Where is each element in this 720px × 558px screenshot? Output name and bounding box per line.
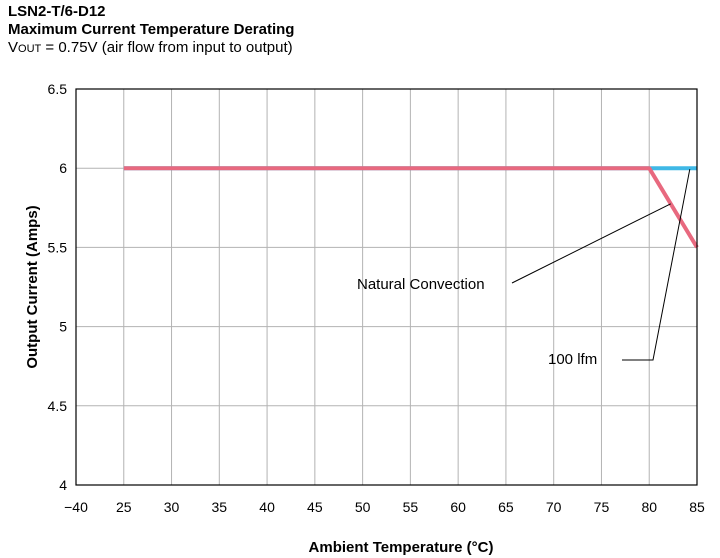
x-tick-label: 60 xyxy=(450,499,466,515)
x-tick-label: 80 xyxy=(641,499,657,515)
y-tick-label: 6 xyxy=(59,160,67,176)
x-tick-label: 40 xyxy=(259,499,275,515)
x-tick-label: 45 xyxy=(307,499,323,515)
x-tick-label: 35 xyxy=(212,499,228,515)
leader-natural-convection xyxy=(511,203,671,284)
x-tick-label: 25 xyxy=(116,499,132,515)
y-tick-label: 4 xyxy=(59,477,67,493)
annotation-natural-convection: Natural Convection xyxy=(357,276,485,293)
series-lines xyxy=(123,166,699,249)
x-tick-label: −40 xyxy=(64,499,88,515)
plot-frame xyxy=(75,88,698,486)
annotation-100-lfm: 100 lfm xyxy=(548,351,597,368)
chart-model: LSN2-T/6-D12 xyxy=(8,3,106,20)
y-tick-label: 5 xyxy=(59,319,67,335)
y-tick-label: 5.5 xyxy=(48,239,68,255)
x-tick-label: 70 xyxy=(546,499,562,515)
x-tick-label: 55 xyxy=(403,499,419,515)
y-ticks: 6.5 6 5.5 5 4.5 4 xyxy=(48,81,68,493)
chart-title: Maximum Current Temperature Derating xyxy=(8,21,295,38)
condition-v: V xyxy=(8,39,19,56)
condition-text: = 0.75V (air flow from input to output) xyxy=(41,39,293,56)
x-tick-label: 85 xyxy=(689,499,705,515)
condition-subscript: OUT xyxy=(18,43,42,55)
y-axis-label: Output Current (Amps) xyxy=(24,205,41,368)
series-line-natural-convection xyxy=(123,166,699,249)
grid xyxy=(76,89,697,485)
leader-100-lfm xyxy=(622,169,691,361)
x-ticks: −40 25 30 35 40 45 50 55 60 65 70 75 80 85 xyxy=(64,499,705,515)
y-tick-label: 6.5 xyxy=(48,81,68,97)
annotation-leaders xyxy=(511,169,691,361)
x-tick-label: 50 xyxy=(355,499,371,515)
x-tick-label: 65 xyxy=(498,499,514,515)
chart-condition: VOUT = 0.75V (air flow from input to out… xyxy=(8,39,293,58)
x-axis-label: Ambient Temperature (°C) xyxy=(309,539,494,556)
x-tick-label: 75 xyxy=(594,499,610,515)
y-tick-label: 4.5 xyxy=(48,398,68,414)
x-tick-label: 30 xyxy=(164,499,180,515)
